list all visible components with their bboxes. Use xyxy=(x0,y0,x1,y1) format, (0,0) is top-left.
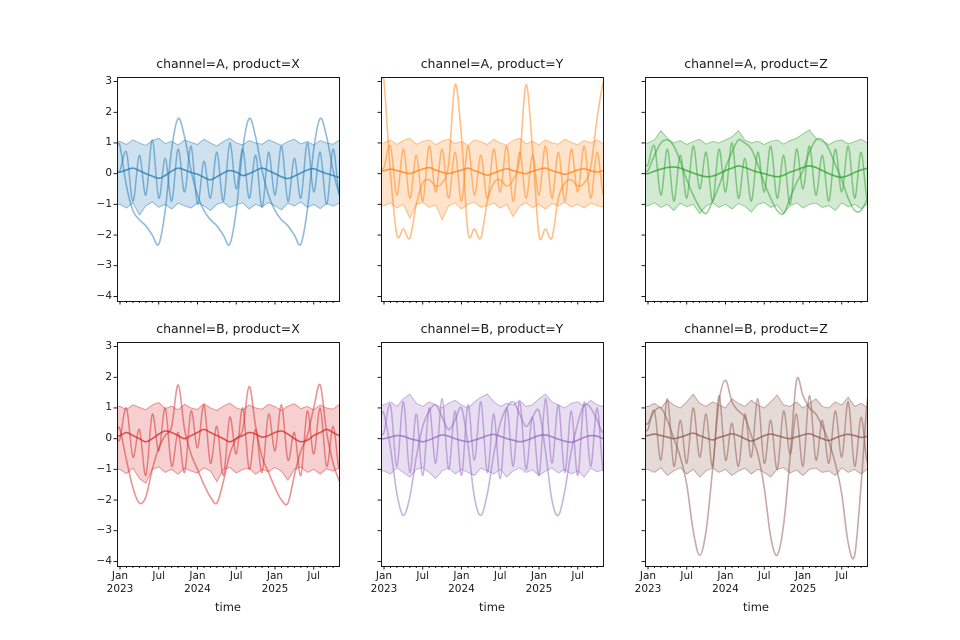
y-tick-label: −4 xyxy=(96,554,112,567)
y-tick-label: −2 xyxy=(96,228,112,241)
y-tick-label: 0 xyxy=(105,432,112,445)
y-tick-label: −3 xyxy=(96,524,112,537)
x-tick-label: Jan 2025 xyxy=(261,570,289,595)
y-tick-label: −2 xyxy=(96,493,112,506)
subplot-title-bx: channel=B, product=X xyxy=(156,321,300,336)
y-tick-label: −3 xyxy=(96,259,112,272)
x-tick-label: Jul xyxy=(416,570,430,582)
y-tick-label: 0 xyxy=(105,167,112,180)
x-tick-label: Jan 2024 xyxy=(184,570,211,595)
x-tick-label: Jul xyxy=(835,570,849,582)
subplot-title-az: channel=A, product=Z xyxy=(684,56,828,71)
y-tick-label: 3 xyxy=(105,340,112,353)
x-tick-label: Jan 2025 xyxy=(789,570,817,595)
y-tick-label: 3 xyxy=(105,75,112,88)
x-tick-label: Jul xyxy=(307,570,321,582)
x-tick-label: Jul xyxy=(152,570,166,582)
x-tick-label: Jul xyxy=(680,570,694,582)
x-tick-label: Jul xyxy=(571,570,585,582)
y-tick-label: 2 xyxy=(105,105,112,118)
y-tick-label: 1 xyxy=(105,401,112,414)
subplot-title-ax: channel=A, product=X xyxy=(156,56,300,71)
subplot-title-by: channel=B, product=Y xyxy=(420,321,564,336)
y-tick-label: 1 xyxy=(105,136,112,149)
y-tick-label: −4 xyxy=(96,289,112,302)
x-tick-label: Jan 2023 xyxy=(634,570,662,595)
x-tick-label: Jan 2023 xyxy=(370,570,398,595)
x-tick-label: Jul xyxy=(493,570,507,582)
y-tick-label: −1 xyxy=(96,462,112,475)
x-tick-label: Jul xyxy=(229,570,243,582)
x-tick-label: Jan 2024 xyxy=(448,570,475,595)
x-tick-label: Jul xyxy=(757,570,771,582)
subplot-title-bz: channel=B, product=Z xyxy=(684,321,828,336)
x-tick-label: Jan 2025 xyxy=(525,570,553,595)
x-axis-label: time xyxy=(743,600,769,614)
x-axis-label: time xyxy=(215,600,241,614)
subplot-title-ay: channel=A, product=Y xyxy=(420,56,564,71)
y-tick-label: 2 xyxy=(105,370,112,383)
x-tick-label: Jan 2023 xyxy=(106,570,134,595)
x-tick-label: Jan 2024 xyxy=(712,570,739,595)
x-axis-label: time xyxy=(479,600,505,614)
y-tick-label: −1 xyxy=(96,197,112,210)
